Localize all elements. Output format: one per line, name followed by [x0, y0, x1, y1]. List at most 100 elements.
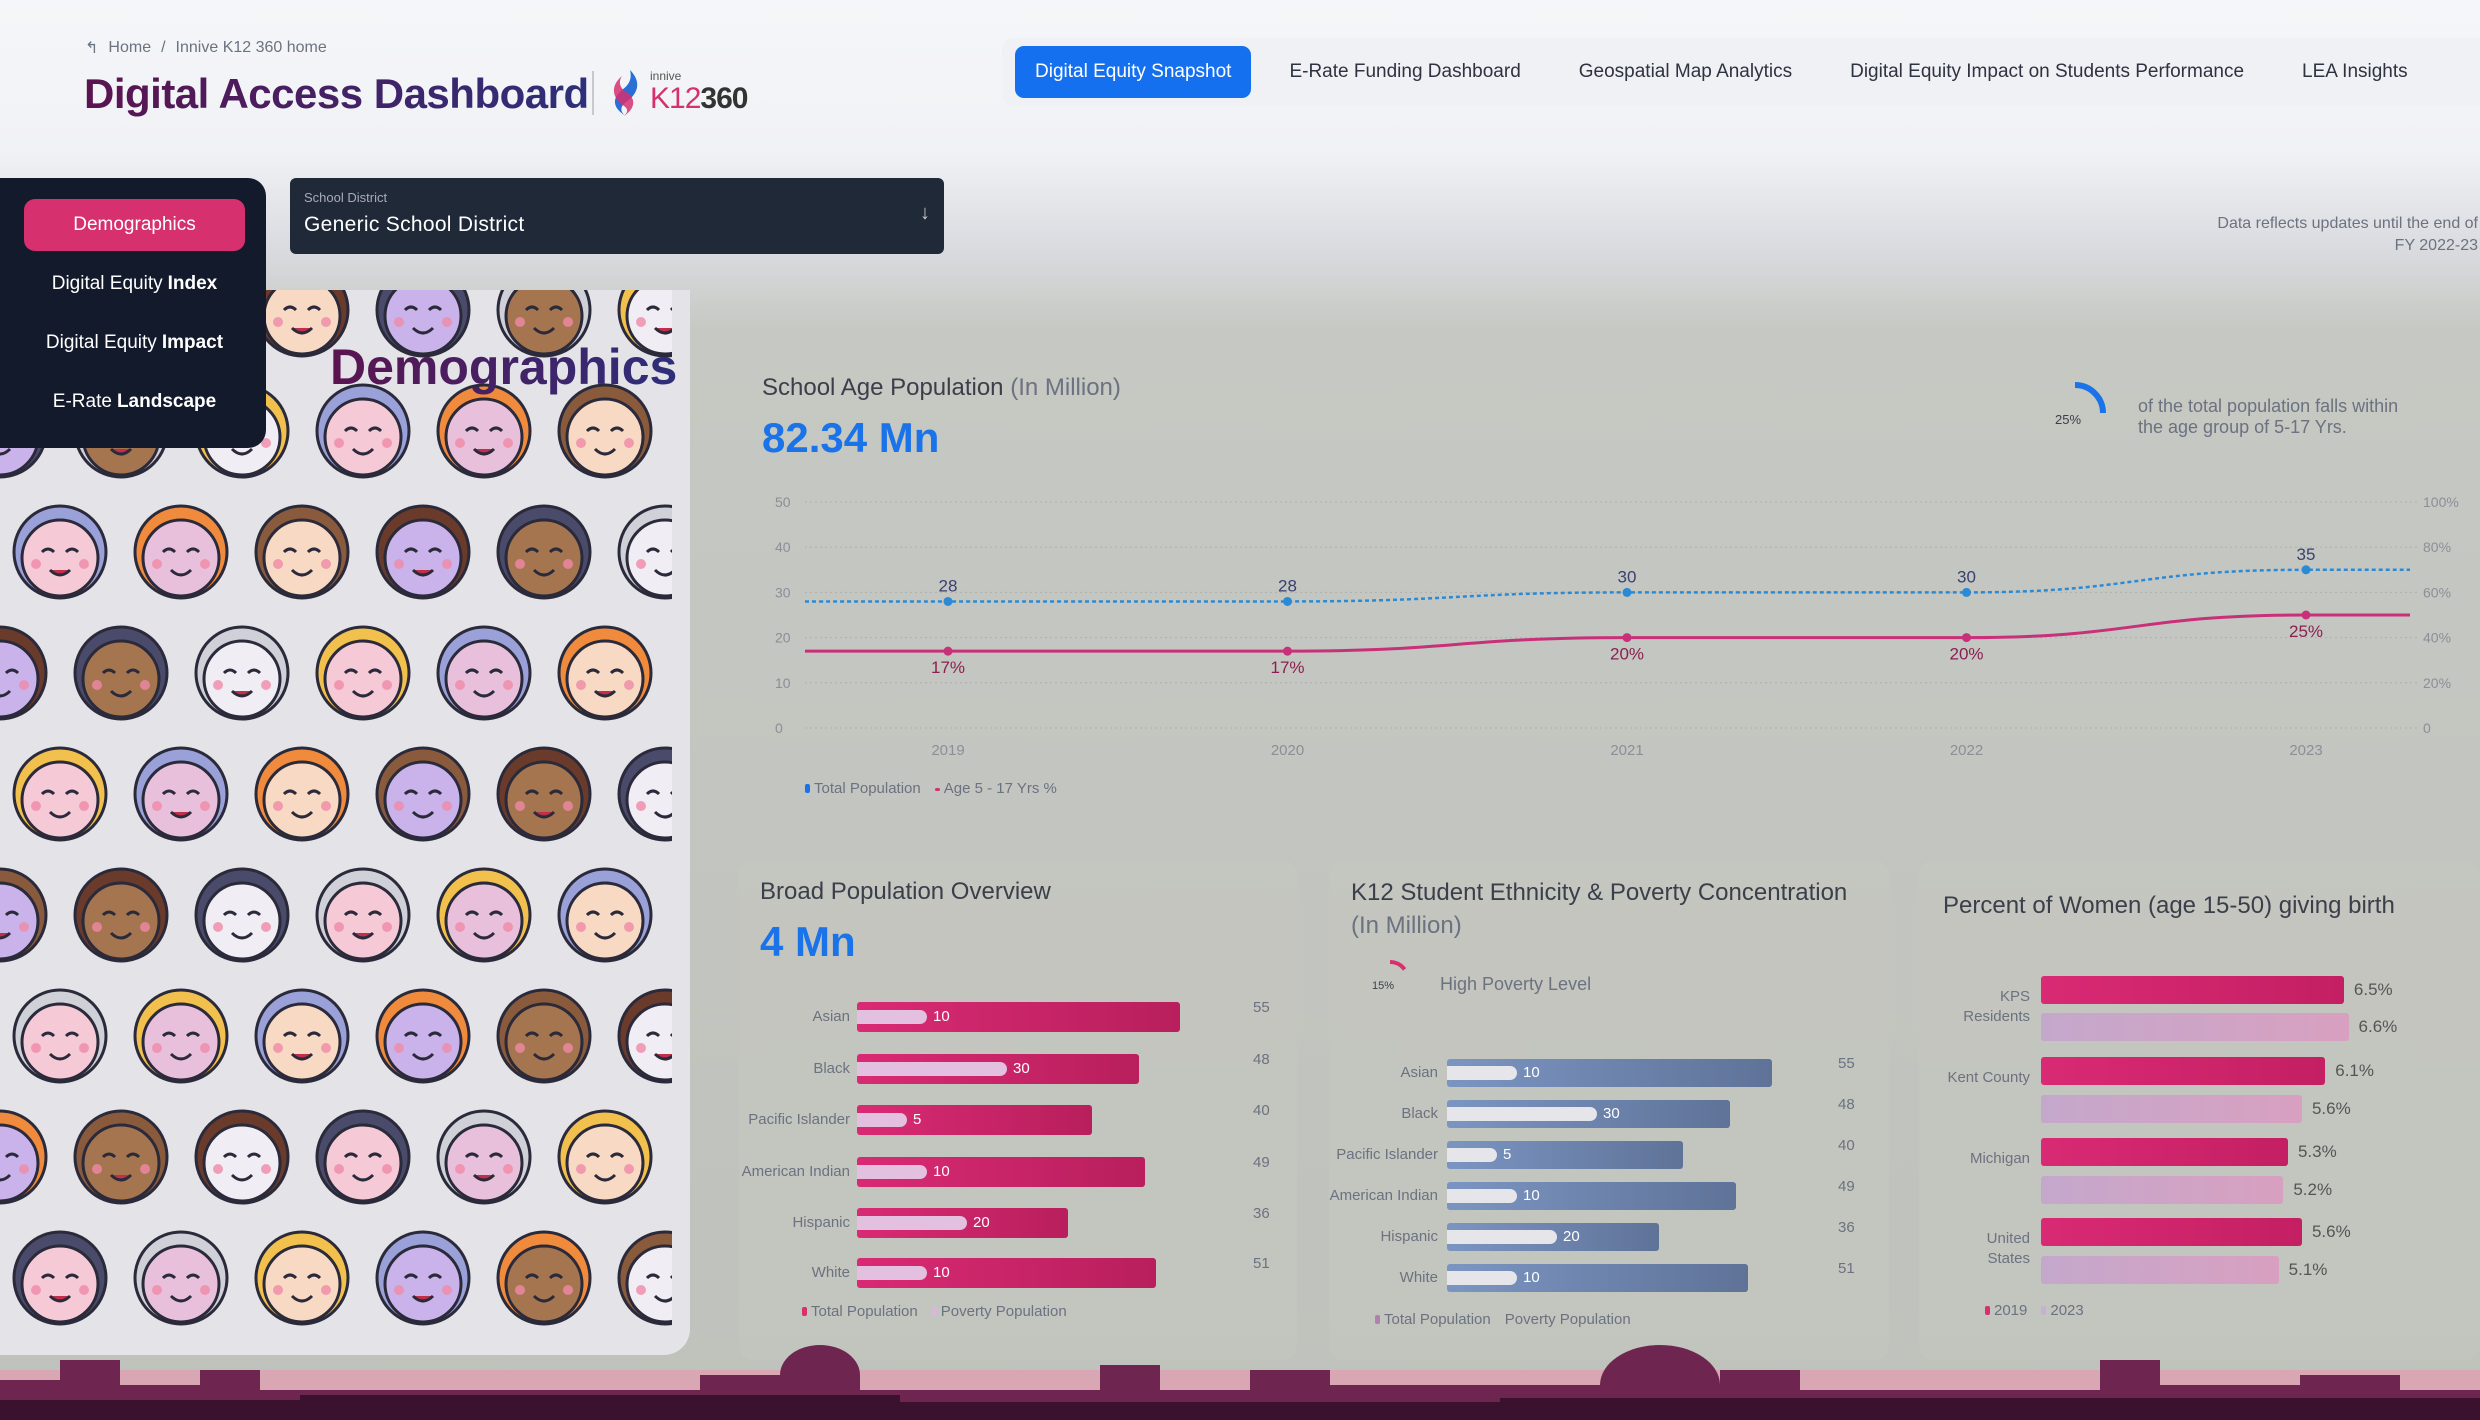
- sidebar-item-digital-equity-impact[interactable]: Digital Equity Impact: [24, 317, 245, 369]
- poverty-population-bar[interactable]: [857, 1010, 927, 1024]
- face-icon: [194, 1109, 290, 1205]
- arrow-down-icon: ↓: [920, 202, 930, 224]
- data-label: 30: [1957, 567, 1976, 586]
- face-icon: [375, 1230, 471, 1326]
- group-label: United States: [1986, 1230, 2030, 1267]
- y-tick-label: 10: [775, 675, 791, 691]
- data-point[interactable]: [943, 596, 953, 606]
- data-point[interactable]: [1622, 587, 1632, 597]
- legend-poverty-population: Poverty Population: [1504, 1311, 1631, 1328]
- poverty-population-bar[interactable]: [857, 1062, 1007, 1076]
- face-icon: [436, 383, 532, 479]
- poverty-value: 5: [913, 1111, 922, 1128]
- data-point[interactable]: [1622, 633, 1632, 643]
- x-tick-label: 2023: [2289, 742, 2322, 759]
- data-label: 17%: [931, 658, 965, 677]
- school-district-select[interactable]: School District Generic School District …: [290, 178, 944, 254]
- age-share-line: [805, 613, 2410, 653]
- data-point[interactable]: [1283, 646, 1292, 656]
- face-icon: [315, 383, 411, 479]
- top-nav: Digital Equity Snapshot E-Rate Funding D…: [1002, 38, 2480, 106]
- total-value: 51: [1838, 1260, 1855, 1277]
- tab-geospatial-map-analytics[interactable]: Geospatial Map Analytics: [1578, 61, 1793, 82]
- face-icon: [254, 746, 350, 842]
- face-icon: [436, 1109, 532, 1205]
- face-icon: [496, 290, 592, 358]
- breadcrumb-home[interactable]: Home: [108, 39, 152, 56]
- poverty-population-bar[interactable]: [1447, 1189, 1517, 1203]
- category-label: Black: [813, 1060, 850, 1077]
- poverty-population-bar[interactable]: [857, 1216, 967, 1230]
- poverty-population-bar[interactable]: [857, 1266, 927, 1280]
- legend-total-population: Total Population: [805, 780, 921, 797]
- total-value: 40: [1838, 1137, 1855, 1154]
- value-label: 5.6%: [2311, 1099, 2351, 1118]
- data-point[interactable]: [1962, 633, 1971, 643]
- bar-2019[interactable]: [2041, 1218, 2302, 1246]
- poverty-value: 10: [933, 1163, 950, 1180]
- bar-2023[interactable]: [2041, 1013, 2349, 1041]
- breadcrumb-current[interactable]: Innive K12 360 home: [175, 39, 327, 56]
- poverty-population-bar[interactable]: [1447, 1107, 1597, 1121]
- poverty-population-bar[interactable]: [857, 1165, 927, 1179]
- poverty-population-bar[interactable]: [857, 1113, 907, 1127]
- poverty-value: 10: [1523, 1064, 1540, 1081]
- sidebar-item-demographics[interactable]: Demographics: [24, 199, 245, 251]
- y2-tick-label: 80%: [2423, 539, 2451, 555]
- poverty-population-bar[interactable]: [1447, 1230, 1557, 1244]
- bar-2019[interactable]: [2041, 1138, 2288, 1166]
- bar-2019[interactable]: [2041, 976, 2344, 1004]
- tab-e-rate-funding-dashboard[interactable]: E-Rate Funding Dashboard: [1289, 61, 1521, 82]
- chart-title: Broad Population Overview: [760, 878, 1051, 905]
- total-value: 48: [1838, 1096, 1855, 1113]
- data-point[interactable]: [2301, 610, 2311, 620]
- face-icon: [0, 1109, 48, 1205]
- bar-2023[interactable]: [2041, 1176, 2284, 1204]
- breadcrumb: ↰ Home / Innive K12 360 home: [85, 38, 327, 58]
- poverty-population-bar[interactable]: [1447, 1148, 1497, 1162]
- face-icon: [496, 746, 592, 842]
- category-label: American Indian: [741, 1163, 850, 1180]
- data-label: 20%: [1610, 645, 1644, 664]
- note-line-2: FY 2022-23: [2394, 237, 2478, 254]
- data-label: 35: [2297, 545, 2316, 564]
- logo-small-text: innive: [650, 69, 682, 83]
- category-label: Asian: [1400, 1064, 1438, 1081]
- broad-legend: Total Population Poverty Population: [802, 1303, 1067, 1320]
- value-label: 5.6%: [2311, 1222, 2351, 1241]
- face-icon: [617, 746, 690, 842]
- y2-tick-label: 100%: [2423, 494, 2459, 510]
- tab-lea-insights[interactable]: LEA Insights: [2302, 61, 2408, 82]
- category-label: White: [811, 1264, 850, 1281]
- face-icon: [194, 625, 290, 721]
- bar-2023[interactable]: [2041, 1095, 2302, 1123]
- data-point[interactable]: [1962, 587, 1971, 597]
- demographics-illustration-panel: [0, 290, 690, 1355]
- data-point[interactable]: [1283, 596, 1292, 606]
- poverty-population-bar[interactable]: [1447, 1271, 1517, 1285]
- face-icon: [194, 867, 290, 963]
- legend-age-5-17: Age 5 - 17 Yrs %: [934, 780, 1057, 797]
- x-tick-label: 2020: [1271, 742, 1304, 759]
- sidebar-item-label: E-Rate: [52, 391, 112, 412]
- tab-digital-equity-snapshot[interactable]: Digital Equity Snapshot: [1015, 46, 1252, 98]
- face-icon: [496, 1230, 592, 1326]
- face-icon: [254, 504, 350, 600]
- poverty-value: 5: [1503, 1146, 1512, 1163]
- tab-digital-equity-impact[interactable]: Digital Equity Impact on Students Perfor…: [1850, 61, 2245, 82]
- total-value: 55: [1838, 1055, 1855, 1072]
- face-icon: [12, 1230, 108, 1326]
- bar-2019[interactable]: [2041, 1057, 2326, 1085]
- data-point[interactable]: [943, 646, 953, 656]
- sidebar-item-digital-equity-index[interactable]: Digital Equity Index: [24, 258, 245, 310]
- poverty-population-bar[interactable]: [1447, 1066, 1517, 1080]
- sidebar-item-e-rate-landscape[interactable]: E-Rate Landscape: [24, 376, 245, 428]
- face-icon: [133, 988, 229, 1084]
- data-point[interactable]: [2301, 565, 2311, 575]
- age-share-note: of the total population falls within the…: [2138, 396, 2398, 438]
- face-icon: [315, 867, 411, 963]
- back-arrow-icon[interactable]: ↰: [85, 40, 99, 57]
- y-tick-label: 50: [775, 494, 791, 510]
- bar-2023[interactable]: [2041, 1256, 2279, 1284]
- donut-label: 15%: [1372, 980, 1394, 992]
